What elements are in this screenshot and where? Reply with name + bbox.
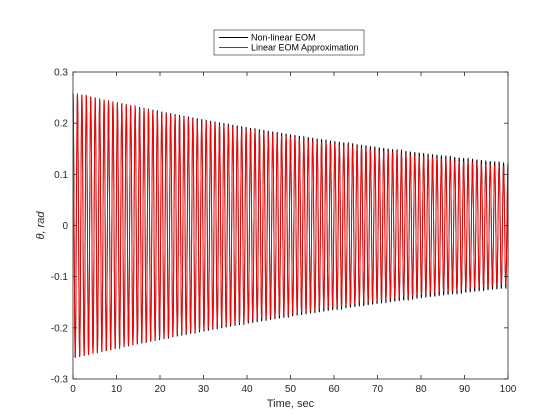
y-tick-label: 0.2 — [54, 119, 68, 130]
x-tick-label: 0 — [70, 384, 76, 395]
y-tick-label: -0.2 — [51, 323, 69, 334]
x-tick-label: 90 — [459, 384, 471, 395]
x-tick-label: 70 — [372, 384, 384, 395]
legend: Non-linear EOM Linear EOM Approximation — [213, 29, 365, 56]
x-tick-label: 60 — [328, 384, 340, 395]
legend-box — [213, 29, 365, 56]
y-tick-label: 0.1 — [54, 170, 68, 181]
x-tick-label: 80 — [415, 384, 427, 395]
series-layer — [72, 92, 509, 358]
legend-label-linear: Linear EOM Approximation — [251, 43, 359, 53]
legend-label-nonlinear: Non-linear EOM — [251, 33, 316, 43]
y-tick-label: -0.1 — [51, 272, 69, 283]
ticks-layer: 0 10 20 30 40 50 60 70 80 90 100 -0.3 -0.2 -0.1 0 0.1 0.… — [51, 68, 517, 396]
y-tick-label: 0.3 — [54, 68, 68, 79]
x-tick-label: 50 — [285, 384, 297, 395]
y-tick-label: -0.3 — [51, 375, 69, 386]
x-axis-label: Time, sec — [267, 398, 315, 410]
x-tick-label: 40 — [241, 384, 253, 395]
x-tick-label: 20 — [154, 384, 166, 395]
x-tick-label: 100 — [500, 384, 517, 395]
series-line-linear — [72, 92, 509, 358]
y-axis-label: θ, rad — [35, 211, 47, 240]
y-tick-label: 0 — [62, 221, 68, 232]
x-tick-label: 30 — [198, 384, 210, 395]
x-tick-label: 10 — [111, 384, 123, 395]
